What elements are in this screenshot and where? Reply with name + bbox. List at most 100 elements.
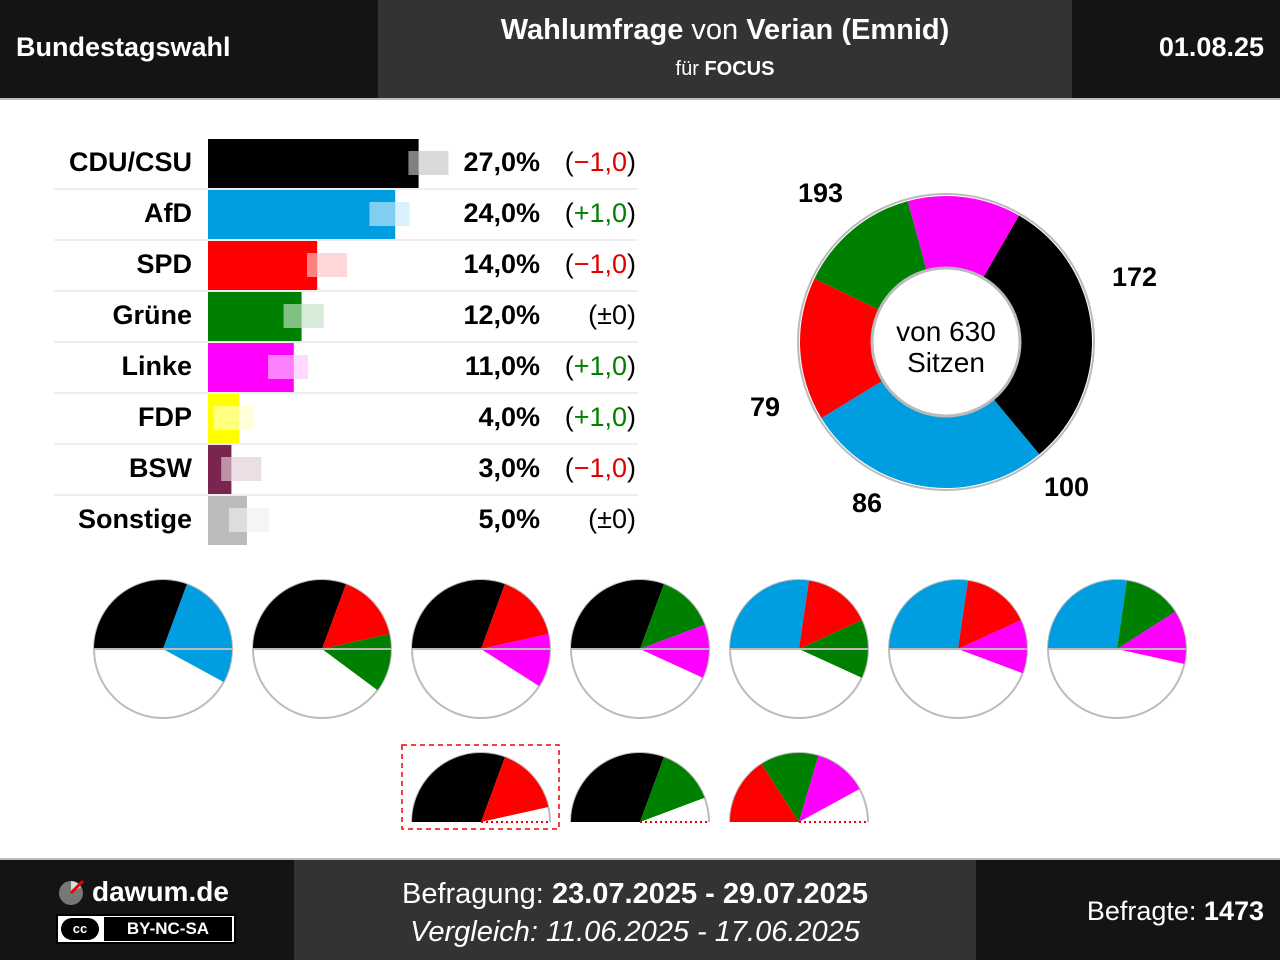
- client-name: FOCUS: [704, 58, 775, 80]
- prev-marker-overlay-afd: [369, 202, 410, 226]
- prev-marker-overlay-sonstige: [229, 508, 269, 532]
- election-title: Bundestagswahl: [16, 32, 231, 62]
- coalition-slice-spd: [481, 584, 549, 649]
- seat-slice-spd: [800, 278, 883, 419]
- change-spd: (−1,0): [564, 249, 636, 279]
- survey-dates: 23.07.2025 - 29.07.2025: [551, 878, 868, 910]
- coalition-slice-spd: [958, 580, 1021, 649]
- donut-center: [870, 266, 1022, 418]
- coalition-cdu-csu-spd-gr-ne: [252, 579, 392, 719]
- coalition-slice-spd: [322, 584, 390, 649]
- coalition-slice-afd: [1048, 580, 1127, 649]
- coalition-slice-cdu-csu: [571, 753, 664, 822]
- donut-outline: [797, 193, 1095, 491]
- respondents-count: 1473: [1203, 896, 1264, 926]
- bar-cdu-csu: [208, 139, 419, 188]
- label-linke: Linke: [121, 351, 192, 381]
- seat-total-line2: Sitzen: [907, 347, 985, 378]
- coalition-slice-spd: [481, 757, 549, 822]
- prev-marker-overlay-linke: [268, 355, 308, 379]
- seat-total-text: von 630 Sitzen: [870, 316, 1022, 378]
- change-cdu-csu: (−1,0): [564, 147, 636, 177]
- value-afd: 24,0%: [463, 198, 540, 228]
- coalition-slice-linke: [481, 633, 550, 687]
- coalition-slice-linke: [1117, 611, 1186, 665]
- coalition-slice-cdu-csu: [253, 580, 346, 649]
- coalition-slice-linke: [640, 624, 710, 678]
- coalition-afd-spd-linke: [888, 579, 1028, 719]
- coalition-charts: [93, 579, 1187, 830]
- header-center: Wahlumfrage von Verian (Emnid) für FOCUS: [378, 0, 1072, 98]
- coalition-slice-gr-ne: [640, 584, 705, 649]
- change-gr-ne: (±0): [588, 300, 636, 330]
- label-gr-ne: Grüne: [112, 300, 192, 330]
- value-cdu-csu: 27,0%: [463, 147, 540, 177]
- seat-slice-cdu-csu: [983, 215, 1092, 455]
- value-gr-ne: 12,0%: [463, 300, 540, 330]
- poll-client: für FOCUS: [378, 58, 1072, 81]
- prev-marker-overlay-spd: [307, 253, 347, 277]
- survey-period: Befragung: 23.07.2025 - 29.07.2025: [294, 878, 976, 911]
- bar-chart: [54, 139, 638, 545]
- current-government-frame: [401, 744, 560, 830]
- seat-slice-linke: [907, 196, 1019, 278]
- poll-label: Wahlumfrage: [500, 14, 684, 46]
- seat-count-afd: 172: [1112, 262, 1158, 292]
- footer-bar: dawum.de Befragung: 23.07.2025 - 29.07.2…: [0, 860, 1280, 960]
- coalition-cdu-csu-gr-ne-linke: [570, 579, 710, 719]
- label-bsw: BSW: [129, 453, 192, 483]
- change-linke: (+1,0): [564, 351, 636, 381]
- seat-slice-gr-ne: [814, 201, 927, 310]
- coalition-slice-cdu-csu: [94, 580, 187, 649]
- prev-marker-overlay-gr-ne: [283, 304, 324, 328]
- value-spd: 14,0%: [463, 249, 540, 279]
- header-bar: Bundestagswahl Wahlumfrage von Verian (E…: [0, 0, 1280, 98]
- value-fdp: 4,0%: [478, 402, 540, 432]
- change-sonstige: (±0): [588, 504, 636, 534]
- seat-count-linke: 79: [750, 392, 781, 422]
- coalition-slice-gr-ne: [1117, 580, 1176, 649]
- publish-date: 01.08.25: [1158, 32, 1264, 62]
- label-fdp: FDP: [138, 402, 192, 432]
- coalition-afd-spd-gr-ne: [729, 579, 869, 719]
- coalition-slice-cdu-csu: [412, 753, 505, 822]
- coalition-slice-linke: [958, 620, 1027, 674]
- seat-count-cdu-csu: 193: [798, 178, 844, 208]
- coalition-slice-gr-ne: [761, 753, 819, 822]
- cc-icon: cc: [61, 918, 99, 940]
- coalition-afd-gr-ne-linke: [1047, 579, 1187, 719]
- seat-count-gr-ne: 86: [852, 488, 883, 518]
- coalition-slice-linke: [799, 755, 860, 822]
- coalition-cdu-csu-spd-linke: [411, 579, 551, 719]
- seat-slice-afd: [821, 380, 1040, 488]
- respondents: Befragte: 1473: [1087, 896, 1264, 927]
- value-linke: 11,0%: [464, 351, 540, 381]
- survey-label: Befragung:: [401, 878, 552, 910]
- client-prefix: für: [675, 58, 705, 80]
- prev-marker-overlay-fdp: [213, 406, 254, 430]
- license-text: BY-NC-SA: [104, 917, 232, 941]
- value-sonstige: 5,0%: [478, 504, 540, 534]
- label-spd: SPD: [136, 249, 192, 279]
- label-sonstige: Sonstige: [77, 504, 192, 534]
- coalition-cdu-csu-afd: [93, 579, 233, 719]
- coalition-slice-cdu-csu: [571, 580, 664, 649]
- footer-divider: [0, 858, 1280, 861]
- change-afd: (+1,0): [564, 198, 636, 228]
- label-cdu-csu: CDU/CSU: [68, 147, 192, 177]
- header-divider: [0, 98, 1280, 100]
- label-afd: AfD: [144, 198, 192, 228]
- coalition-slice-spd: [730, 764, 799, 822]
- coalition-slice-cdu-csu: [412, 580, 505, 649]
- comparison-period: Vergleich: 11.06.2025 - 17.06.2025: [410, 916, 860, 948]
- brand-name[interactable]: dawum.de: [92, 876, 229, 907]
- seat-total-line1: von 630: [896, 316, 996, 347]
- dawum-logo-icon: [59, 879, 85, 905]
- institute-name: Verian (Emnid): [746, 14, 950, 46]
- bar-afd: [208, 190, 396, 239]
- value-bsw: 3,0%: [478, 453, 540, 483]
- poll-connector: von: [683, 14, 747, 46]
- coalition-cdu-csu-gr-ne: [570, 752, 710, 823]
- respondents-label: Befragte:: [1086, 896, 1204, 926]
- license-badge[interactable]: cc BY-NC-SA: [56, 914, 236, 944]
